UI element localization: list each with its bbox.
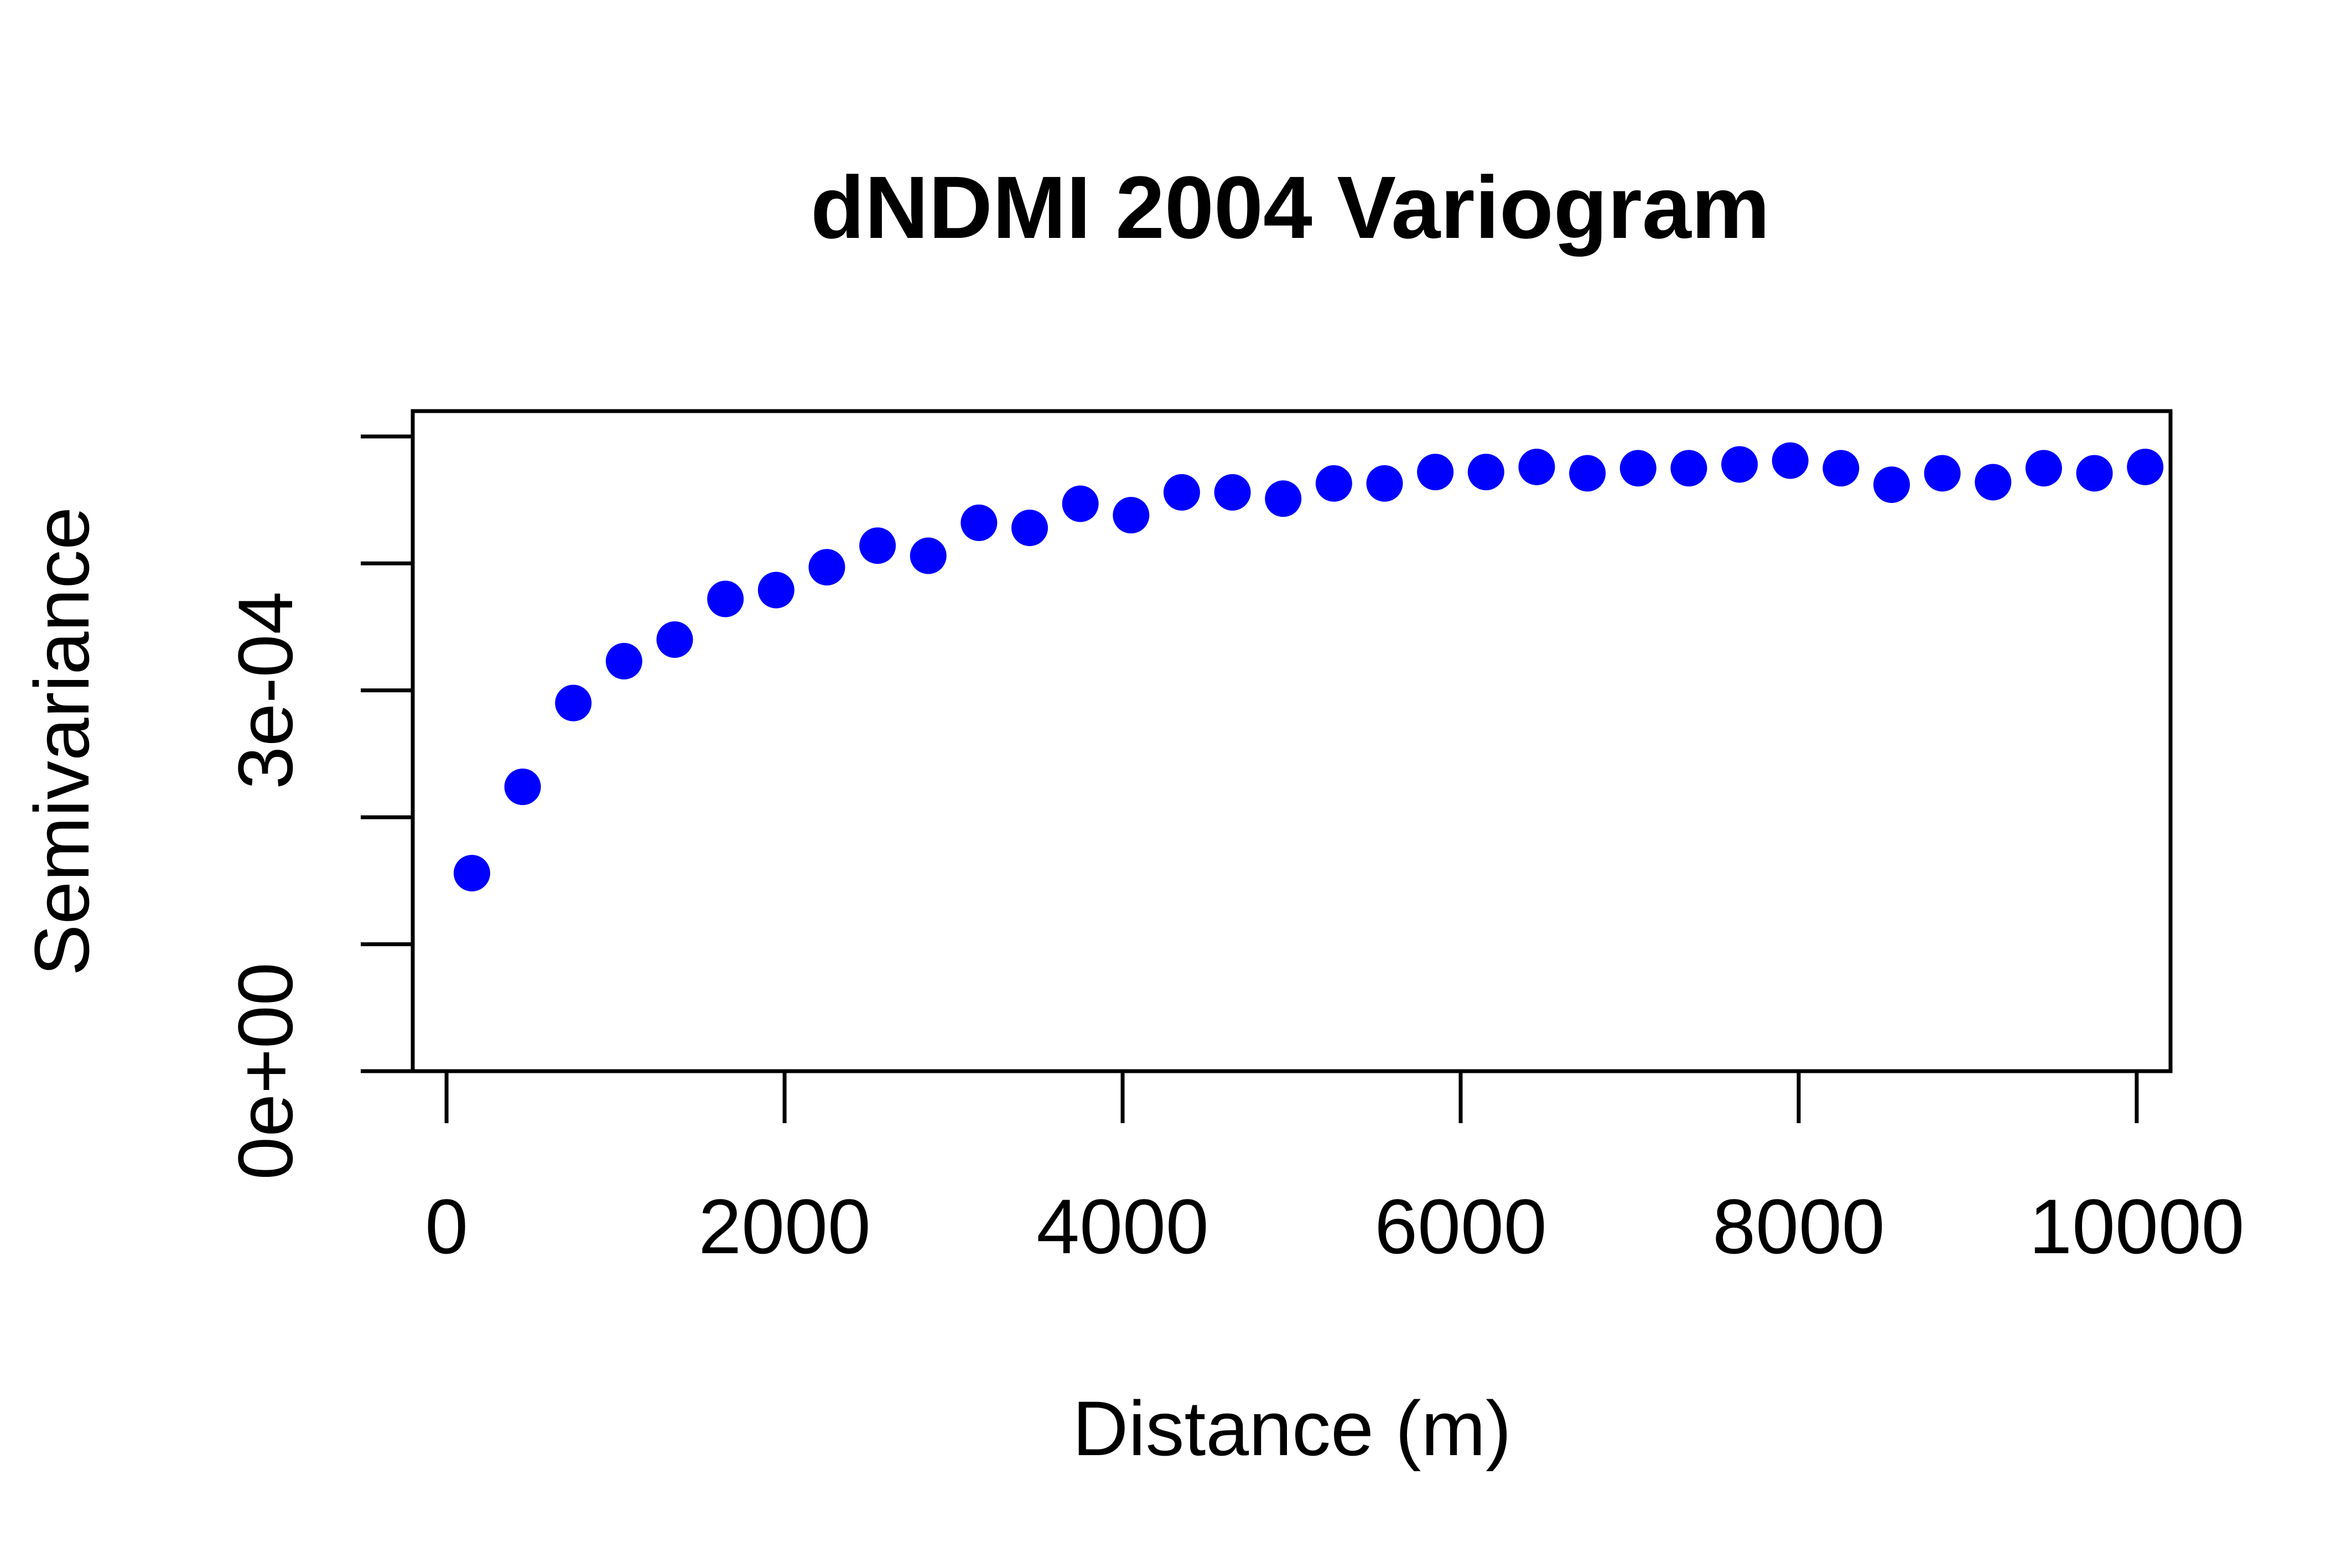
data-point: [1619, 450, 1657, 487]
data-point: [1417, 454, 1454, 491]
data-points: [453, 442, 2164, 892]
x-tick-label: 10000: [2029, 1183, 2244, 1270]
data-point: [1569, 455, 1606, 492]
x-tick-label: 2000: [698, 1183, 870, 1270]
data-point: [1315, 465, 1352, 502]
data-point: [1011, 510, 1048, 547]
data-point: [1823, 450, 1860, 487]
data-point: [808, 549, 845, 586]
data-point: [1721, 446, 1758, 483]
x-axis: 0 2000 4000 6000 8000 10000: [425, 1069, 2245, 1270]
y-axis: 0e+00 3e-04: [222, 434, 413, 1180]
data-point: [859, 527, 896, 564]
x-tick-label: 8000: [1712, 1183, 1884, 1270]
x-tick-label: 4000: [1036, 1183, 1208, 1270]
data-point: [1265, 480, 1302, 517]
data-point: [1113, 497, 1150, 534]
data-point: [960, 504, 998, 541]
data-point: [910, 537, 947, 574]
data-point: [1366, 465, 1403, 502]
data-point: [1467, 454, 1504, 491]
data-point: [504, 769, 541, 806]
data-point: [555, 684, 592, 721]
data-point: [1772, 442, 1809, 479]
y-axis-label: Semivariance: [18, 507, 105, 976]
data-point: [605, 642, 642, 679]
x-tick-label: 0: [425, 1183, 468, 1270]
data-point: [656, 621, 693, 658]
data-point: [2127, 448, 2164, 485]
data-point: [757, 572, 795, 609]
data-point: [1924, 455, 1961, 492]
data-point: [1975, 464, 2012, 501]
data-point: [1873, 466, 1910, 503]
data-point: [707, 580, 744, 617]
data-point: [2076, 455, 2113, 492]
data-point: [1518, 448, 1555, 485]
x-axis-label: Distance (m): [1072, 1385, 1511, 1472]
data-point: [453, 855, 490, 892]
chart-title: dNDMI 2004 Variogram: [811, 158, 1770, 257]
x-tick-label: 6000: [1374, 1183, 1546, 1270]
y-tick-label: 0e+00: [222, 962, 309, 1180]
data-point: [1670, 450, 1707, 487]
data-point: [1214, 474, 1251, 511]
data-point: [2025, 450, 2062, 487]
y-tick-label: 3e-04: [222, 591, 309, 790]
data-point: [1062, 485, 1099, 522]
data-point: [1163, 474, 1200, 511]
